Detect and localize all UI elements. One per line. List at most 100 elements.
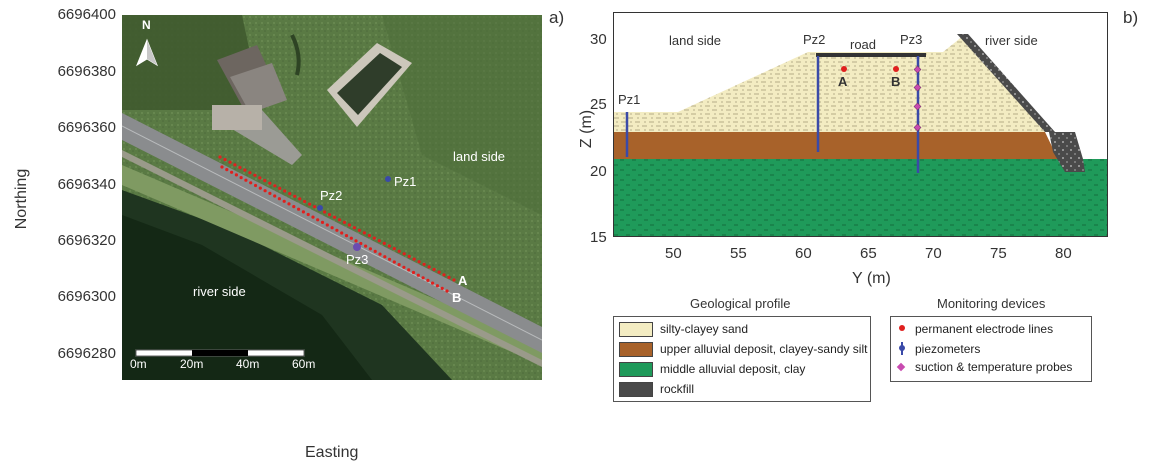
monitoring-legend-title: Monitoring devices [937, 296, 1046, 311]
electrode-dot [354, 239, 358, 243]
electrode-dot [316, 218, 320, 222]
electrode-dot [392, 247, 396, 251]
electrode-dot [283, 189, 287, 193]
electrode-dot [223, 158, 227, 162]
electrode-dot [292, 205, 296, 209]
section-pz2-label: Pz2 [803, 32, 826, 47]
electrode-dot [337, 218, 342, 222]
legend-item: rockfill [660, 382, 695, 396]
section-land-side-label: land side [669, 33, 722, 48]
swatch-upper-alluvial [619, 342, 653, 357]
legend-item: silty-clayey sand [660, 322, 749, 336]
scale-label-20: 20m [180, 357, 204, 371]
electrode-dot [368, 247, 372, 251]
electrode-dot [243, 168, 247, 172]
electrode-dot [277, 197, 281, 201]
electrode-dot [402, 265, 406, 269]
electrode-dot [344, 234, 349, 238]
electrode-dot [248, 171, 252, 175]
electrode-dot [357, 228, 361, 232]
river-side-label: river side [193, 284, 246, 299]
electrode-dot [397, 263, 401, 267]
electrode-dot [282, 199, 286, 203]
swatch-sand [619, 322, 653, 337]
electrode-dot [421, 276, 425, 280]
electrode-dot [238, 165, 242, 170]
electrode-dot [258, 176, 262, 180]
legend-item: upper alluvial deposit, clayey-sandy sil… [660, 342, 868, 356]
electrode-dot [407, 254, 411, 258]
north-arrow-icon [135, 38, 159, 67]
electrode-dot [352, 226, 356, 230]
electrode-dot [422, 262, 426, 266]
electrode-dot [311, 215, 315, 219]
panel-a-label: a) [549, 8, 565, 27]
electrode-dot [253, 183, 258, 188]
electrode-dot [335, 228, 339, 232]
y-axis-label-b: Y (m) [852, 270, 891, 287]
electrode-dot [301, 210, 305, 214]
electrode-dot [388, 257, 392, 261]
z-axis-label: Z (m) [578, 109, 596, 149]
y-tick: 75 [990, 245, 1007, 262]
y-tick: 6696380 [57, 63, 116, 80]
electrode-dot [287, 202, 291, 206]
electrode-dot [372, 236, 376, 240]
panel-a: N land side river side Pz1 Pz2 Pz3 A B 0… [13, 6, 565, 461]
electrode-dot [268, 181, 272, 185]
electrode-dot [228, 160, 232, 164]
electrode-dot [397, 249, 401, 253]
electrode-dot [364, 244, 368, 248]
electrode-dot [426, 278, 430, 282]
electrode-dot [233, 163, 237, 167]
legend-item: piezometers [915, 342, 981, 356]
y-axis-label: Northing [13, 168, 31, 230]
scale-label-60: 60m [292, 357, 316, 371]
electrode-dot [253, 173, 257, 177]
y-tick: 6696360 [57, 119, 116, 136]
z-tick: 25 [590, 96, 607, 113]
electrode-dot [437, 270, 441, 274]
road-label: road [850, 37, 877, 52]
electrode-dot [325, 223, 329, 227]
electrode-line-a [218, 155, 456, 282]
pz2-label: Pz2 [320, 188, 343, 203]
electrode-dot [432, 267, 436, 272]
electrode-dot [447, 275, 451, 279]
y-tick: 6696320 [57, 232, 116, 249]
electrode-dot [431, 281, 435, 285]
section-pz3-label: Pz3 [900, 32, 923, 47]
electrode-dot [383, 255, 387, 259]
scale-label-40: 40m [236, 357, 260, 371]
scale-bar [135, 349, 305, 357]
electrode-dot [244, 178, 248, 182]
electrode-dot [362, 231, 366, 235]
z-tick: 20 [590, 163, 607, 180]
electrode-dot [239, 176, 243, 180]
y-tick: 6696400 [57, 6, 116, 23]
aerial-map [122, 15, 542, 380]
electrode-dot [412, 257, 416, 261]
scale-label-0: 0m [130, 357, 147, 371]
geo-legend: silty-clayey sand upper alluvial deposit… [613, 316, 871, 402]
pz2-marker [317, 205, 323, 211]
electrode-dot [323, 210, 327, 214]
z-tick: 30 [590, 31, 607, 48]
section-river-side-label: river side [985, 33, 1038, 48]
electrode-dot [303, 199, 307, 204]
electrode-dot [427, 265, 431, 269]
electrode-dot [442, 273, 446, 277]
electrode-lines-map [135, 38, 456, 357]
probe-icon [896, 362, 906, 372]
electrode-dot [220, 165, 224, 169]
swatch-rockfill [619, 382, 653, 397]
electrode-dot [440, 286, 444, 290]
pz3-marker [353, 243, 361, 251]
y-tick: 50 [665, 245, 682, 262]
electrode-dot [330, 226, 334, 230]
electrode-dot [349, 236, 353, 240]
electrode-b [893, 66, 899, 72]
y-tick: 70 [925, 245, 942, 262]
electrode-dot [297, 207, 301, 211]
y-tick: 6696340 [57, 176, 116, 193]
